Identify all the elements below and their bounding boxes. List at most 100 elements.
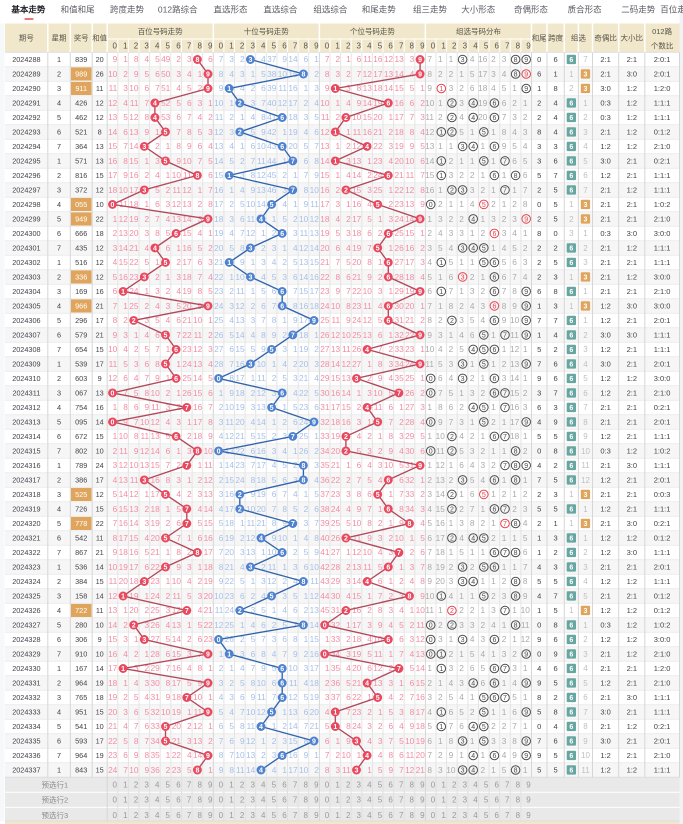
svg-text:16: 16	[416, 692, 426, 702]
svg-text:3: 3	[113, 243, 118, 253]
svg-text:14: 14	[352, 170, 362, 180]
svg-text:7: 7	[293, 620, 298, 630]
svg-text:4: 4	[219, 692, 224, 702]
svg-text:2: 2	[208, 112, 213, 122]
svg-text:24: 24	[405, 359, 415, 369]
svg-text:16: 16	[108, 649, 118, 659]
svg-text:5: 5	[583, 374, 588, 383]
svg-text:21: 21	[96, 548, 104, 557]
svg-text:4: 4	[399, 721, 404, 731]
svg-text:20: 20	[352, 663, 362, 673]
svg-text:2:1: 2:1	[600, 664, 610, 673]
svg-text:13: 13	[235, 315, 245, 325]
svg-text:2:1: 2:1	[600, 461, 610, 470]
svg-text:7: 7	[291, 521, 295, 528]
svg-text:3: 3	[449, 170, 454, 180]
svg-text:9: 9	[537, 374, 541, 383]
svg-text:11: 11	[130, 98, 139, 108]
svg-text:22: 22	[320, 272, 330, 282]
svg-text:3: 3	[459, 678, 464, 688]
svg-text:9: 9	[198, 678, 203, 688]
svg-text:3: 3	[584, 86, 588, 93]
svg-text:4: 4	[427, 257, 432, 267]
svg-text:4: 4	[399, 605, 404, 615]
svg-text:5: 5	[282, 460, 287, 470]
svg-text:8: 8	[134, 736, 139, 746]
svg-text:1: 1	[251, 576, 256, 586]
svg-text:2: 2	[240, 54, 245, 64]
svg-text:2: 2	[427, 475, 432, 485]
svg-text:17: 17	[373, 69, 383, 79]
svg-text:12: 12	[352, 547, 362, 557]
svg-text:11: 11	[247, 721, 256, 731]
svg-text:6: 6	[282, 796, 287, 805]
svg-text:4: 4	[471, 115, 475, 122]
svg-text:2: 2	[176, 402, 181, 412]
svg-text:3:0:0: 3:0:0	[654, 374, 671, 383]
svg-text:16: 16	[352, 605, 362, 615]
svg-text:4: 4	[399, 446, 404, 456]
svg-text:2: 2	[438, 199, 443, 209]
svg-text:5: 5	[449, 388, 454, 398]
svg-text:7: 7	[282, 489, 287, 499]
svg-text:6: 6	[492, 550, 496, 557]
svg-text:26: 26	[352, 344, 362, 354]
svg-text:1: 1	[282, 315, 287, 325]
svg-text:1: 1	[439, 594, 443, 601]
svg-text:5: 5	[272, 781, 277, 790]
svg-text:9: 9	[208, 41, 213, 50]
svg-text:15: 15	[331, 373, 341, 383]
svg-text:12: 12	[96, 244, 104, 253]
svg-text:13: 13	[108, 605, 118, 615]
svg-text:2: 2	[57, 273, 61, 282]
svg-text:40: 40	[267, 98, 277, 108]
svg-text:5: 5	[240, 199, 245, 209]
svg-text:3: 3	[459, 620, 464, 630]
svg-text:1: 1	[583, 99, 588, 108]
svg-text:3: 3	[335, 765, 340, 775]
svg-text:7: 7	[420, 170, 425, 180]
svg-text:1: 1	[554, 519, 558, 528]
svg-text:13: 13	[257, 185, 267, 195]
svg-text:2: 2	[134, 41, 139, 50]
svg-text:2: 2	[388, 663, 393, 673]
svg-text:462: 462	[75, 113, 87, 122]
svg-text:4: 4	[144, 54, 149, 64]
svg-text:3: 3	[144, 811, 149, 820]
svg-text:1:1:1: 1:1:1	[654, 244, 671, 253]
svg-text:4: 4	[251, 620, 256, 630]
svg-text:16: 16	[235, 359, 245, 369]
svg-text:8: 8	[166, 475, 171, 485]
svg-text:1: 1	[512, 489, 517, 499]
svg-text:16: 16	[405, 243, 415, 253]
svg-text:18: 18	[352, 228, 362, 238]
svg-text:8: 8	[240, 243, 245, 253]
svg-text:2: 2	[449, 156, 454, 166]
svg-text:5: 5	[482, 695, 486, 702]
svg-text:19: 19	[310, 692, 320, 702]
svg-text:2024321: 2024321	[12, 534, 40, 543]
svg-text:11: 11	[257, 692, 266, 702]
svg-text:1: 1	[420, 475, 425, 485]
svg-text:2: 2	[346, 811, 351, 820]
svg-text:2: 2	[554, 693, 558, 702]
svg-text:3: 3	[470, 620, 475, 630]
svg-text:24: 24	[331, 504, 341, 514]
svg-text:0: 0	[429, 202, 433, 209]
svg-text:5: 5	[164, 565, 168, 572]
svg-text:3: 3	[240, 170, 245, 180]
svg-text:7: 7	[399, 781, 404, 790]
svg-text:2024317: 2024317	[12, 476, 40, 485]
svg-text:1: 1	[123, 301, 128, 311]
svg-text:6: 6	[492, 506, 496, 513]
svg-text:3: 3	[123, 330, 128, 340]
svg-text:21: 21	[320, 257, 330, 267]
svg-text:23: 23	[214, 286, 224, 296]
svg-text:2: 2	[480, 286, 485, 296]
svg-text:32: 32	[405, 475, 415, 485]
svg-text:2: 2	[134, 649, 139, 659]
svg-text:1: 1	[123, 781, 128, 790]
svg-text:8: 8	[219, 750, 224, 760]
svg-text:5: 5	[123, 359, 128, 369]
svg-text:3: 3	[219, 489, 224, 499]
